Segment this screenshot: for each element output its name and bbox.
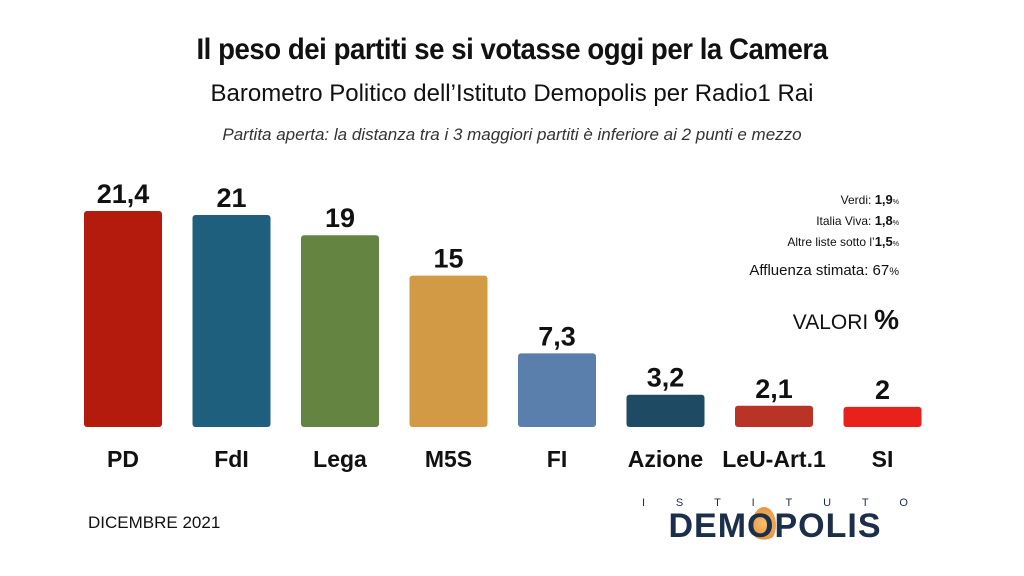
category-label: FI [547, 446, 567, 472]
units-symbol: % [874, 304, 899, 335]
side-note-unit: % [892, 220, 899, 227]
logo-letter: I [642, 497, 646, 509]
logo-letter: U [823, 497, 832, 509]
side-note: Italia Viva: 1,8% [816, 213, 899, 228]
bar-leu-art-1 [735, 405, 813, 427]
side-note-value: 1,8 [874, 213, 893, 228]
value-label: 7,3 [538, 321, 576, 351]
side-note-value: 1,5 [874, 234, 893, 249]
category-label: SI [872, 446, 894, 472]
value-label: 2,1 [755, 374, 793, 404]
side-note-unit: % [892, 241, 899, 248]
demopolis-logo: I S T I T U T O DEMOPOLIS [642, 497, 908, 545]
category-label: LeU-Art.1 [722, 446, 826, 472]
bar-lega [301, 235, 379, 427]
category-label: PD [107, 446, 139, 472]
category-label: M5S [425, 446, 472, 472]
chart-subtitle: Barometro Politico dell’Istituto Demopol… [210, 80, 814, 107]
units-label: VALORI [792, 311, 869, 334]
turnout-label: Affluenza stimata: [749, 262, 869, 279]
logo-letter: T [714, 497, 721, 509]
side-note-unit: % [892, 199, 899, 206]
chart-note: Partita aperta: la distanza tra i 3 magg… [222, 125, 802, 144]
bar-si [843, 406, 922, 427]
survey-date: DICEMBRE 2021 [88, 513, 221, 532]
logo-orange-dot [752, 507, 776, 543]
logo-letter: O [899, 497, 908, 509]
turnout-value: 67 [872, 262, 890, 279]
category-label: Lega [313, 446, 367, 472]
bar-fdi [192, 215, 271, 427]
logo-letter: S [675, 497, 684, 509]
side-note-value: 1,9 [874, 192, 893, 207]
units-note: VALORI % [793, 304, 899, 336]
chart-title: Il peso dei partiti se si votasse oggi p… [196, 33, 828, 66]
category-label: FdI [214, 446, 249, 472]
turnout-unit: % [889, 266, 899, 278]
logo-main-lettering: DEMOPOLIS [668, 507, 882, 545]
logo-letter: I [751, 497, 755, 509]
value-label: 2 [875, 375, 890, 405]
logo-letter: T [785, 497, 793, 509]
logo-letter: T [861, 497, 869, 509]
value-label: 19 [325, 203, 355, 233]
side-note-label: Verdi: [840, 193, 875, 207]
bar-azione [626, 394, 705, 427]
side-note-label: Altre liste sotto l’ [787, 235, 875, 249]
value-label: 21 [216, 183, 246, 213]
value-label: 21,4 [97, 179, 150, 209]
bar-pd [84, 211, 162, 427]
value-label: 15 [433, 244, 463, 274]
turnout-note: Affluenza stimata: 67% [749, 262, 899, 279]
value-label: 3,2 [647, 363, 685, 393]
bar-m5s [409, 275, 488, 427]
side-note-label: Italia Viva: [816, 214, 875, 228]
side-note: Altre liste sotto l’1,5% [787, 234, 899, 249]
side-note: Verdi: 1,9% [841, 192, 899, 207]
category-label: Azione [628, 446, 703, 472]
bar-fi [518, 353, 596, 427]
